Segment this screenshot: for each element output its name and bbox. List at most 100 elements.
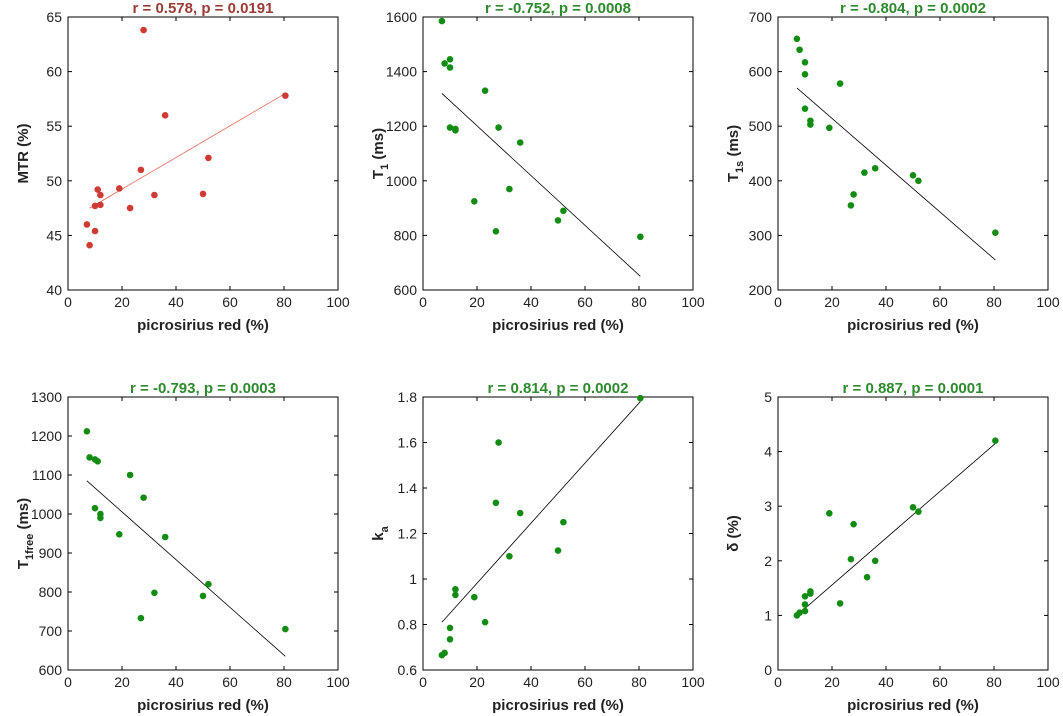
data-point bbox=[516, 509, 524, 517]
x-tick-label: 80 bbox=[276, 674, 292, 690]
y-tick-label: 600 bbox=[749, 64, 773, 80]
data-point bbox=[801, 592, 809, 600]
data-point bbox=[446, 624, 454, 632]
data-point bbox=[83, 221, 91, 228]
x-tick-label: 40 bbox=[168, 294, 184, 310]
data-point bbox=[863, 573, 871, 581]
x-tick-label: 80 bbox=[986, 294, 1002, 310]
data-point bbox=[91, 227, 99, 235]
y-tick-label: 3 bbox=[764, 498, 772, 514]
regression-line bbox=[441, 401, 641, 623]
plot-area bbox=[777, 16, 1049, 291]
x-tick-label: 20 bbox=[114, 294, 130, 310]
data-point bbox=[161, 533, 169, 541]
x-tick-label: 60 bbox=[577, 674, 593, 690]
data-point bbox=[909, 503, 917, 511]
y-tick-label: 1100 bbox=[32, 467, 62, 483]
chart-title: r = -0.752, p = 0.0008 bbox=[485, 0, 631, 17]
data-point bbox=[793, 35, 801, 43]
x-tick-label: 100 bbox=[326, 294, 350, 310]
data-point bbox=[126, 204, 134, 212]
x-tick-label: 0 bbox=[419, 294, 427, 310]
data-point bbox=[796, 46, 803, 54]
data-point bbox=[807, 588, 814, 595]
data-point bbox=[205, 580, 212, 588]
data-point bbox=[97, 514, 104, 522]
data-point bbox=[506, 185, 513, 193]
chart-title: r = 0.814, p = 0.0002 bbox=[488, 380, 629, 397]
y-tick-label: 900 bbox=[39, 545, 63, 561]
y-tick-label: 1.8 bbox=[398, 389, 418, 405]
y-tick-label: 600 bbox=[394, 282, 418, 298]
data-point bbox=[446, 635, 454, 643]
data-point bbox=[495, 124, 502, 131]
data-point bbox=[992, 229, 999, 236]
chart-title: r = 0.578, p = 0.0191 bbox=[133, 0, 274, 17]
data-point bbox=[94, 186, 101, 193]
plot-area bbox=[422, 16, 694, 291]
data-point bbox=[850, 191, 857, 198]
data-point bbox=[446, 124, 454, 131]
data-point bbox=[140, 494, 147, 501]
y-tick-label: 0.8 bbox=[398, 617, 418, 633]
x-tick-label: 40 bbox=[878, 294, 894, 310]
x-tick-label: 60 bbox=[222, 294, 238, 310]
regression-line bbox=[86, 480, 286, 657]
data-point bbox=[199, 592, 207, 600]
x-tick-label: 0 bbox=[64, 294, 72, 310]
x-tick-label: 20 bbox=[824, 294, 840, 310]
data-point bbox=[446, 56, 454, 63]
y-tick-label: 1200 bbox=[31, 428, 62, 444]
y-tick-label: 1 bbox=[409, 571, 417, 587]
data-point bbox=[560, 518, 567, 526]
data-point bbox=[637, 394, 644, 402]
data-point bbox=[909, 172, 917, 179]
y-tick-label: 1 bbox=[764, 607, 772, 623]
data-point bbox=[137, 166, 145, 174]
data-point bbox=[446, 64, 454, 71]
y-tick-label: 1.6 bbox=[398, 435, 418, 451]
x-tick-label: 80 bbox=[631, 674, 647, 690]
data-point bbox=[452, 125, 459, 133]
data-point bbox=[807, 121, 814, 128]
y-tick-label: 60 bbox=[46, 64, 62, 80]
data-point bbox=[915, 177, 922, 185]
x-tick-label: 40 bbox=[523, 294, 539, 310]
regression-line bbox=[796, 87, 996, 261]
panel-6: 0 20 40 60 80 100 0 1 2 3 4 5 r = 0.887, p = 0.0001 p… bbox=[725, 380, 1060, 714]
y-tick-label: 400 bbox=[749, 173, 773, 189]
data-point bbox=[151, 589, 158, 597]
data-point bbox=[871, 557, 879, 565]
x-tick-label: 60 bbox=[932, 294, 948, 310]
x-tick-label: 60 bbox=[222, 674, 238, 690]
y-axis-label: T1 (ms) bbox=[370, 128, 391, 179]
data-point bbox=[801, 105, 809, 113]
data-point bbox=[826, 509, 833, 517]
x-tick-label: 60 bbox=[932, 674, 948, 690]
x-tick-label: 0 bbox=[774, 674, 782, 690]
data-point bbox=[481, 87, 489, 95]
y-tick-label: 5 bbox=[764, 389, 772, 405]
x-tick-label: 20 bbox=[469, 674, 485, 690]
data-point bbox=[471, 593, 478, 601]
data-point bbox=[801, 601, 809, 608]
y-tick-label: 800 bbox=[39, 584, 63, 600]
y-tick-label: 65 bbox=[46, 9, 62, 25]
data-point bbox=[915, 508, 922, 515]
y-tick-label: 1300 bbox=[31, 389, 62, 405]
y-tick-label: 1.4 bbox=[398, 480, 418, 496]
y-tick-label: 0.6 bbox=[398, 662, 418, 678]
x-tick-label: 20 bbox=[469, 294, 485, 310]
data-point bbox=[481, 618, 489, 626]
data-point bbox=[637, 233, 644, 241]
x-axis-label: picrosirius red (%) bbox=[137, 317, 269, 334]
plot-area bbox=[67, 16, 339, 291]
x-axis-label: picrosirius red (%) bbox=[137, 697, 269, 714]
x-tick-label: 20 bbox=[824, 674, 840, 690]
y-tick-label: 4 bbox=[764, 444, 772, 460]
x-tick-label: 80 bbox=[276, 294, 292, 310]
x-axis-label: picrosirius red (%) bbox=[847, 317, 979, 334]
data-point bbox=[554, 217, 562, 224]
x-tick-label: 100 bbox=[681, 294, 705, 310]
